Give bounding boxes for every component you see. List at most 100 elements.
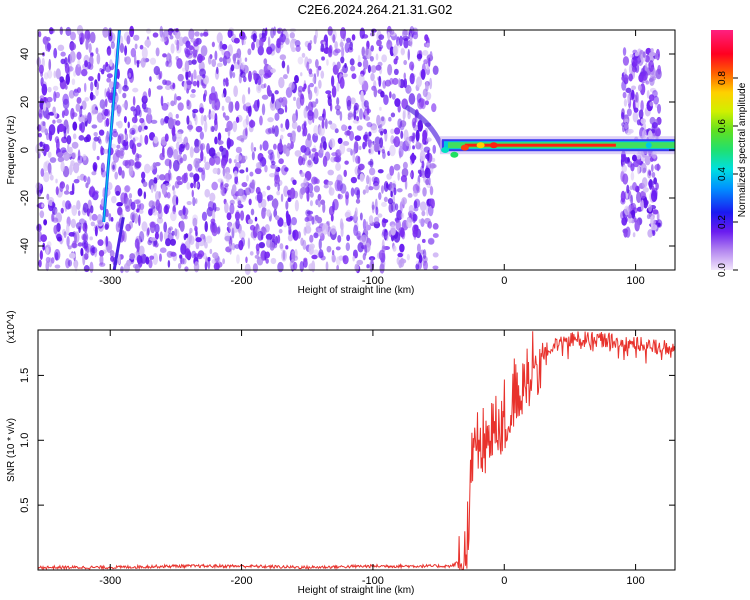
noise-blob [264, 164, 268, 173]
noise-blob [337, 137, 343, 145]
noise-blob [55, 212, 63, 223]
noise-blob [194, 31, 200, 37]
noise-blob [66, 123, 70, 135]
noise-blob [259, 115, 263, 126]
noise-blob [365, 46, 369, 56]
noise-blob [255, 243, 260, 252]
noise-blob [317, 227, 324, 237]
noise-blob [400, 174, 408, 183]
burst-blob [648, 170, 652, 176]
noise-blob [287, 197, 292, 203]
burst-blob [652, 209, 659, 215]
noise-blob [93, 132, 98, 137]
noise-blob [356, 232, 361, 240]
noise-blob [203, 93, 206, 103]
noise-blob [309, 82, 315, 88]
noise-blob [171, 230, 175, 236]
spectrogram-x-ticks: -300 -200 -100 0 100 [99, 30, 645, 287]
noise-blob [149, 57, 157, 65]
noise-blob [164, 80, 172, 86]
noise-blob [81, 100, 87, 110]
noise-blob [41, 83, 48, 96]
noise-blob [202, 31, 209, 37]
noise-blob [396, 257, 400, 265]
noise-blob [188, 235, 195, 246]
noise-blob [193, 69, 197, 80]
noise-blob [200, 45, 208, 57]
noise-blob [408, 87, 412, 92]
noise-blob [71, 141, 79, 149]
noise-blob [209, 192, 216, 202]
noise-blob [240, 137, 245, 143]
noise-blob [139, 44, 144, 50]
noise-blob [394, 98, 401, 107]
noise-blob [170, 251, 177, 257]
noise-blob [341, 124, 347, 132]
noise-blob [314, 214, 319, 222]
noise-blob [299, 92, 304, 100]
noise-blob [309, 234, 314, 243]
noise-blob [134, 161, 142, 169]
burst-blob [642, 167, 647, 173]
noise-blob [60, 207, 64, 214]
noise-blob [109, 250, 115, 258]
noise-blob [350, 187, 355, 197]
noise-blob [432, 265, 439, 270]
noise-blob [128, 192, 133, 199]
noise-blob [176, 175, 182, 181]
noise-blob [274, 215, 280, 221]
burst-blob [631, 85, 637, 91]
noise-blob [328, 44, 333, 54]
spectrogram-y-label: Frequency (Hz) [6, 116, 17, 185]
noise-blob [222, 258, 225, 265]
noise-blob [403, 72, 406, 80]
noise-blob [105, 134, 109, 144]
noise-blob [233, 170, 238, 178]
noise-blob [45, 246, 49, 255]
noise-blob [133, 53, 137, 66]
noise-blob [235, 161, 241, 169]
tone-spot [460, 144, 469, 151]
noise-blob [383, 196, 388, 203]
noise-blob [333, 156, 340, 163]
burst-blob [644, 62, 648, 73]
noise-blob [102, 26, 109, 38]
burst-blob [640, 100, 644, 112]
noise-blob [116, 144, 121, 149]
noise-blob [153, 65, 161, 76]
noise-blob [400, 48, 405, 55]
noise-blob [381, 54, 388, 63]
noise-blob [214, 50, 218, 61]
noise-blob [292, 230, 296, 239]
noise-blob [80, 105, 83, 110]
noise-blob [217, 178, 224, 183]
noise-blob [172, 185, 175, 191]
noise-blob [242, 76, 247, 83]
noise-blob [399, 35, 403, 47]
burst-blob [621, 75, 625, 81]
noise-blob [361, 46, 366, 57]
noise-blob [354, 135, 362, 142]
noise-blob [211, 181, 219, 191]
noise-blob [273, 143, 277, 150]
noise-blob [247, 48, 252, 56]
noise-blob [313, 124, 319, 136]
noise-blob [77, 210, 81, 217]
noise-blob [118, 83, 122, 95]
noise-blob [327, 96, 332, 107]
noise-blob [40, 234, 48, 243]
burst-blob [640, 199, 644, 212]
noise-blob [370, 65, 377, 74]
noise-blob [175, 142, 180, 150]
noise-blob [95, 47, 99, 55]
noise-blob [339, 142, 346, 155]
noise-blob [341, 46, 345, 59]
noise-blob [76, 51, 82, 60]
noise-blob [318, 126, 323, 137]
noise-blob [422, 187, 427, 197]
noise-blob [340, 38, 343, 50]
burst-blob [632, 182, 637, 191]
noise-blob [134, 161, 141, 170]
noise-blob [349, 215, 354, 221]
noise-blob [266, 209, 272, 217]
